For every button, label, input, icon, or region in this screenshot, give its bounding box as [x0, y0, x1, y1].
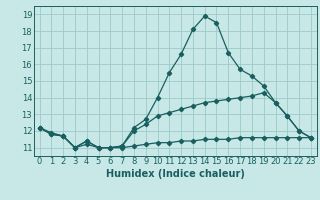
X-axis label: Humidex (Indice chaleur): Humidex (Indice chaleur)	[106, 169, 244, 179]
